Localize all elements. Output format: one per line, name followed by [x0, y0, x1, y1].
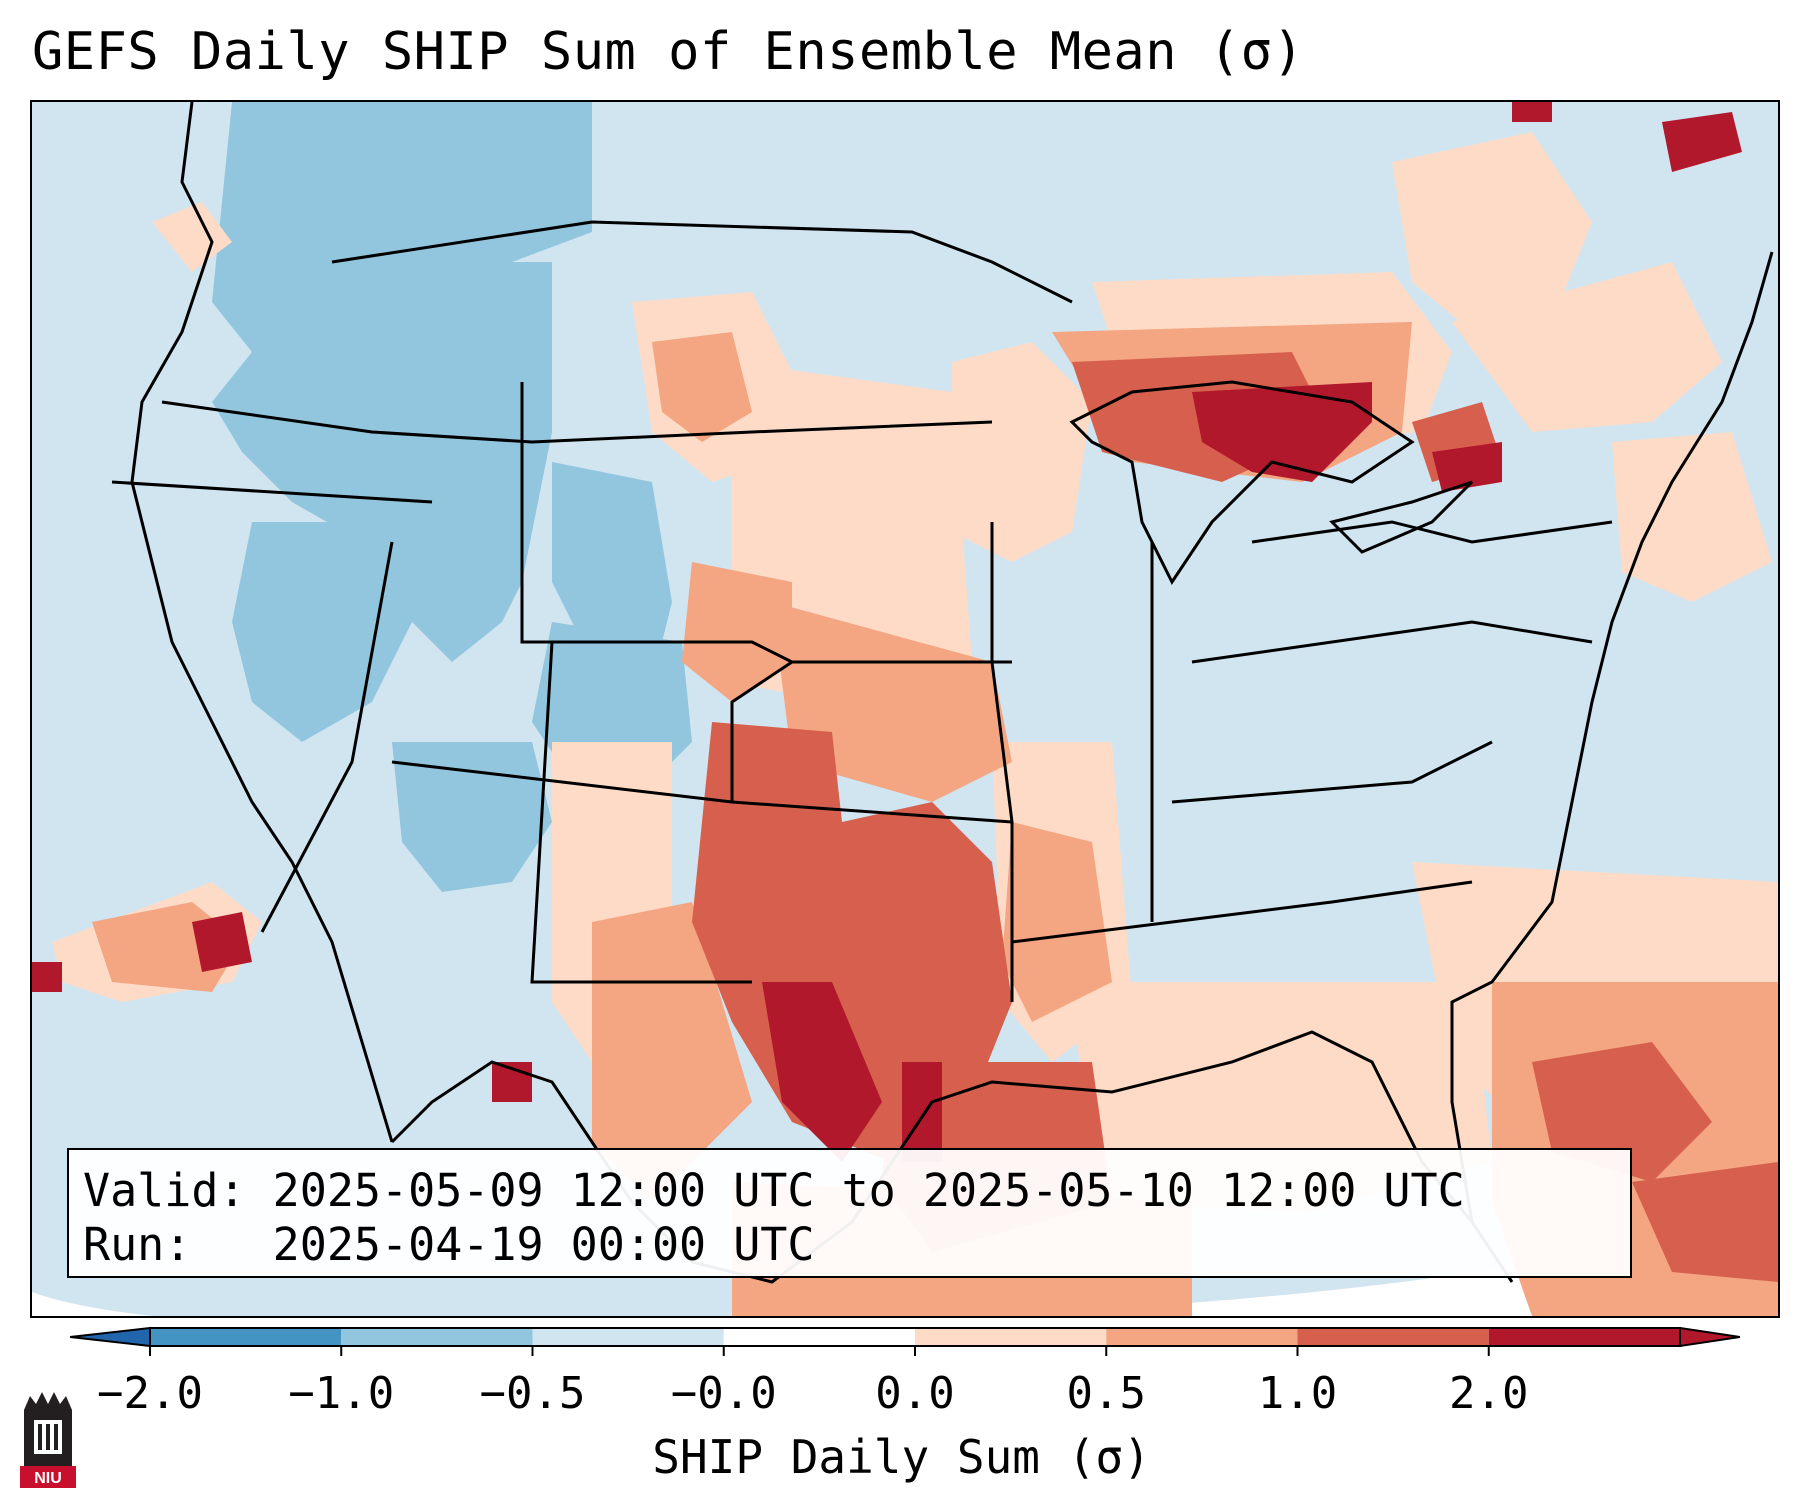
- colorbar-segment: [723, 1328, 915, 1346]
- great-lakes: [1069, 380, 1474, 585]
- colorbar-segment: [150, 1328, 342, 1346]
- colorbar-segments: [70, 1326, 1740, 1356]
- colorbar-extend-low: [70, 1326, 151, 1348]
- map-panel: [30, 100, 1780, 1318]
- map-title: GEFS Daily SHIP Sum of Ensemble Mean (σ): [32, 22, 1305, 82]
- colorbar-segment: [1488, 1328, 1680, 1346]
- colorbar-tick-label: −0.5: [479, 1368, 586, 1419]
- colorbar-segment: [1297, 1328, 1489, 1346]
- niu-logo: NIU: [20, 1392, 76, 1488]
- colorbar-extend-high: [1679, 1326, 1740, 1348]
- colorbar-tick-label: −2.0: [97, 1368, 203, 1419]
- colorbar-tick-label: 0.5: [1066, 1368, 1146, 1419]
- colorbar-tick-label: 0.0: [875, 1368, 955, 1419]
- colorbar-segment: [915, 1328, 1107, 1346]
- colorbar-tick-label: 2.0: [1449, 1368, 1529, 1419]
- anomaly-map: [32, 102, 1778, 1316]
- valid-run-info-box: Valid: 2025-05-09 12:00 UTC to 2025-05-1…: [67, 1148, 1632, 1278]
- valid-time-line: Valid: 2025-05-09 12:00 UTC to 2025-05-1…: [83, 1164, 1465, 1217]
- colorbar-segment: [1106, 1328, 1298, 1346]
- colorbar-tick-label: 1.0: [1257, 1368, 1338, 1419]
- negative-anomaly-patches: [212, 102, 692, 892]
- colorbar-tick-label: −0.0: [670, 1368, 777, 1419]
- run-time-line: Run: 2025-04-19 00:00 UTC: [83, 1218, 815, 1271]
- colorbar-segment: [341, 1328, 533, 1346]
- niu-logo-text: NIU: [34, 1470, 62, 1487]
- very-strong-positive-patches: [32, 102, 1742, 1162]
- colorbar-tick-label: −1.0: [288, 1368, 395, 1419]
- colorbar-segment: [532, 1328, 724, 1346]
- colorbar-label: SHIP Daily Sum (σ): [652, 1430, 1151, 1484]
- colorbar: [70, 1326, 1740, 1356]
